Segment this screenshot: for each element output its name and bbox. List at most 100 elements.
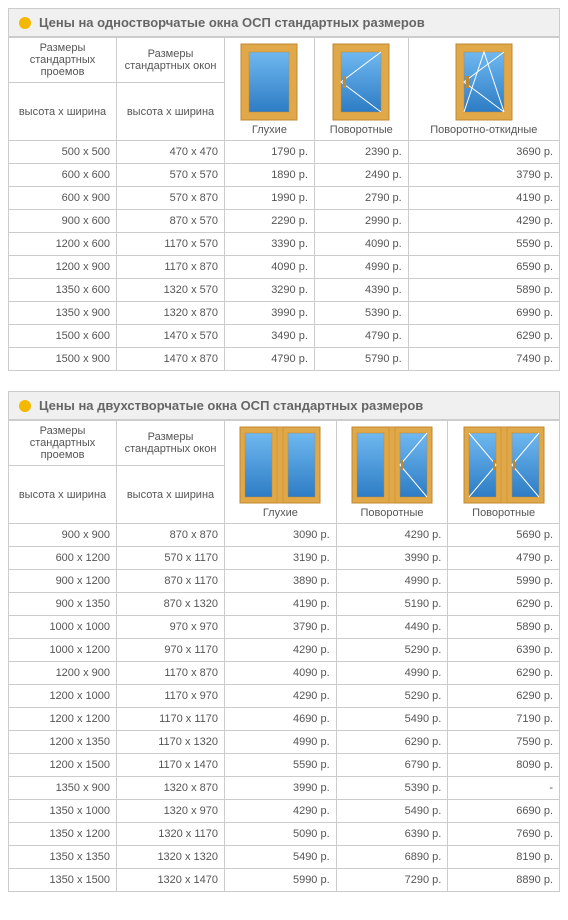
- window-type-label: Поворотные: [319, 124, 404, 136]
- dim-opening: 1200 х 1350: [9, 731, 117, 754]
- price-cell: 6390 р.: [448, 639, 560, 662]
- window-icon: [229, 42, 310, 122]
- window-type-header: Глухие: [225, 421, 337, 524]
- price-cell: 6290 р.: [408, 325, 559, 348]
- price-cell: 6690 р.: [448, 800, 560, 823]
- col-header: Размеры стандартных окон: [117, 421, 225, 466]
- price-cell: 4990 р.: [336, 570, 448, 593]
- dim-opening: 1500 х 600: [9, 325, 117, 348]
- dim-opening: 1200 х 1500: [9, 754, 117, 777]
- price-cell: 3290 р.: [225, 279, 315, 302]
- window-type-header: Глухие: [225, 38, 315, 141]
- window-icon: [413, 42, 555, 122]
- dim-opening: 900 х 900: [9, 524, 117, 547]
- dim-window: 1320 х 870: [117, 302, 225, 325]
- dim-opening: 1500 х 900: [9, 348, 117, 371]
- window-type-label: Поворотные: [341, 507, 444, 519]
- table-row: 600 х 1200 570 х 1170 3190 р. 3990 р. 47…: [9, 547, 560, 570]
- section-title-text: Цены на двухстворчатые окна ОСП стандарт…: [39, 398, 423, 413]
- table-row: 1200 х 1200 1170 х 1170 4690 р. 5490 р. …: [9, 708, 560, 731]
- price-cell: 4290 р.: [225, 639, 337, 662]
- dim-opening: 900 х 1350: [9, 593, 117, 616]
- dim-window: 470 х 470: [117, 141, 225, 164]
- window-icon: [341, 425, 444, 505]
- price-cell: -: [448, 777, 560, 800]
- price-cell: 5290 р.: [336, 639, 448, 662]
- table-row: 1200 х 1500 1170 х 1470 5590 р. 6790 р. …: [9, 754, 560, 777]
- table-row: 1200 х 900 1170 х 870 4090 р. 4990 р. 65…: [9, 256, 560, 279]
- price-cell: 3790 р.: [225, 616, 337, 639]
- price-cell: 5090 р.: [225, 823, 337, 846]
- price-cell: 4290 р.: [336, 524, 448, 547]
- price-cell: 7190 р.: [448, 708, 560, 731]
- price-cell: 5690 р.: [448, 524, 560, 547]
- window-icon: [229, 425, 332, 505]
- dim-window: 870 х 870: [117, 524, 225, 547]
- dim-window: 570 х 570: [117, 164, 225, 187]
- price-cell: 5890 р.: [448, 616, 560, 639]
- dim-window: 1170 х 1170: [117, 708, 225, 731]
- dim-opening: 1350 х 1350: [9, 846, 117, 869]
- table-row: 1200 х 900 1170 х 870 4090 р. 4990 р. 62…: [9, 662, 560, 685]
- price-cell: 8090 р.: [448, 754, 560, 777]
- price-cell: 5590 р.: [225, 754, 337, 777]
- price-cell: 4790 р.: [225, 348, 315, 371]
- price-cell: 8890 р.: [448, 869, 560, 892]
- dim-window: 1320 х 870: [117, 777, 225, 800]
- price-cell: 5190 р.: [336, 593, 448, 616]
- dim-opening: 1200 х 1200: [9, 708, 117, 731]
- price-cell: 4790 р.: [448, 547, 560, 570]
- table-row: 900 х 900 870 х 870 3090 р. 4290 р. 5690…: [9, 524, 560, 547]
- price-cell: 5390 р.: [336, 777, 448, 800]
- table-row: 1200 х 1000 1170 х 970 4290 р. 5290 р. 6…: [9, 685, 560, 708]
- price-cell: 5990 р.: [448, 570, 560, 593]
- dim-opening: 900 х 600: [9, 210, 117, 233]
- dim-opening: 1350 х 1500: [9, 869, 117, 892]
- dim-opening: 1000 х 1200: [9, 639, 117, 662]
- table-row: 1200 х 1350 1170 х 1320 4990 р. 6290 р. …: [9, 731, 560, 754]
- dim-opening: 600 х 900: [9, 187, 117, 210]
- price-cell: 4290 р.: [408, 210, 559, 233]
- price-cell: 4990 р.: [314, 256, 408, 279]
- price-cell: 5790 р.: [314, 348, 408, 371]
- price-cell: 5490 р.: [336, 708, 448, 731]
- price-cell: 3990 р.: [336, 547, 448, 570]
- dim-window: 1320 х 1320: [117, 846, 225, 869]
- price-cell: 3390 р.: [225, 233, 315, 256]
- price-cell: 5390 р.: [314, 302, 408, 325]
- price-table: Размеры стандартных проемов Размеры стан…: [8, 37, 560, 371]
- col-header: Размеры стандартных проемов: [9, 421, 117, 466]
- table-row: 1350 х 1500 1320 х 1470 5990 р. 7290 р. …: [9, 869, 560, 892]
- dim-window: 1170 х 1470: [117, 754, 225, 777]
- price-cell: 3790 р.: [408, 164, 559, 187]
- dim-opening: 1000 х 1000: [9, 616, 117, 639]
- dim-window: 1320 х 570: [117, 279, 225, 302]
- price-cell: 2790 р.: [314, 187, 408, 210]
- price-cell: 1990 р.: [225, 187, 315, 210]
- price-cell: 3090 р.: [225, 524, 337, 547]
- table-row: 500 х 500 470 х 470 1790 р. 2390 р. 3690…: [9, 141, 560, 164]
- dim-window: 1170 х 1320: [117, 731, 225, 754]
- dim-opening: 1350 х 1000: [9, 800, 117, 823]
- dim-window: 1320 х 970: [117, 800, 225, 823]
- price-cell: 2290 р.: [225, 210, 315, 233]
- section-title: Цены на двухстворчатые окна ОСП стандарт…: [8, 391, 560, 420]
- dim-window: 870 х 1320: [117, 593, 225, 616]
- price-cell: 3690 р.: [408, 141, 559, 164]
- price-cell: 4490 р.: [336, 616, 448, 639]
- table-row: 600 х 600 570 х 570 1890 р. 2490 р. 3790…: [9, 164, 560, 187]
- dim-window: 1320 х 1470: [117, 869, 225, 892]
- price-cell: 4390 р.: [314, 279, 408, 302]
- table-row: 1350 х 1000 1320 х 970 4290 р. 5490 р. 6…: [9, 800, 560, 823]
- price-cell: 4090 р.: [225, 662, 337, 685]
- price-cell: 6890 р.: [336, 846, 448, 869]
- price-cell: 4990 р.: [225, 731, 337, 754]
- section-title-text: Цены на одностворчатые окна ОСП стандарт…: [39, 15, 425, 30]
- dim-window: 1170 х 870: [117, 662, 225, 685]
- price-cell: 4690 р.: [225, 708, 337, 731]
- table-row: 1350 х 900 1320 х 870 3990 р. 5390 р. -: [9, 777, 560, 800]
- price-cell: 7290 р.: [336, 869, 448, 892]
- dim-opening: 1200 х 900: [9, 256, 117, 279]
- dim-window: 570 х 870: [117, 187, 225, 210]
- window-icon: [452, 425, 555, 505]
